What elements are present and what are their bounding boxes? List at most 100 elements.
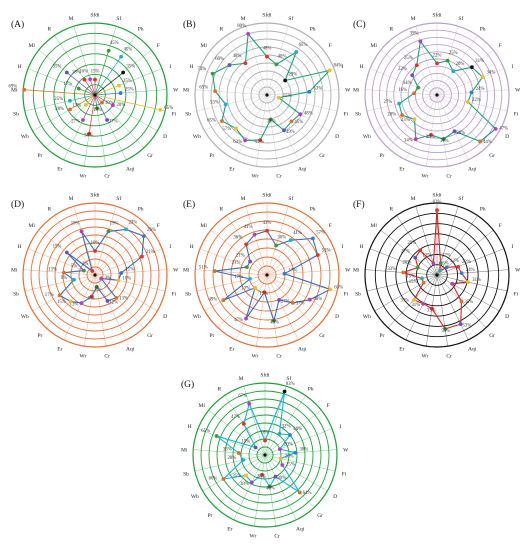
data-point [141,234,146,238]
category-label: Pr [209,333,214,339]
data-point [81,268,86,273]
grid-spoke [369,248,438,276]
data-label: 47% [231,415,240,420]
category-label: H [360,64,364,70]
data-label: 23% [401,118,410,123]
data-label: 13% [119,297,128,302]
data-label: 9% [61,276,67,281]
data-label: 27% [401,250,410,255]
series-line [214,230,332,323]
data-label: 41% [293,231,302,236]
data-point [274,62,279,67]
grid-spoke [369,68,438,96]
data-point [400,113,404,118]
category-label: F [499,43,502,49]
data-point [81,118,85,122]
data-point [268,117,273,122]
series-spoke [89,79,96,96]
category-label: Sfdi [262,12,272,19]
series-line [58,228,145,304]
data-point [277,431,282,436]
category-label: D [333,494,337,500]
category-label: Sb [355,292,361,298]
data-point [297,490,302,495]
data-point [289,119,294,124]
data-point [412,91,416,96]
category-label: R [48,27,52,33]
series-spoke [94,94,114,106]
category-label: R [390,27,394,33]
data-point [412,117,417,122]
category-label: Pr [209,153,214,159]
category-label: Cr [276,174,282,180]
data-point [258,138,263,142]
data-point [64,250,69,255]
data-point [293,450,298,455]
category-label: Sb [355,112,361,118]
data-point [480,75,485,80]
data-label: 31% [472,278,481,283]
category-label: H [18,64,22,70]
data-point [416,85,421,90]
data-point [430,306,434,311]
data-label: 20% [284,442,293,447]
category-label: Sb [185,112,191,118]
data-point [260,472,264,477]
category-label: Sf [116,15,121,22]
category-label: Pr [207,513,212,519]
data-point [93,77,97,82]
data-label: 31% [440,139,449,144]
category-label: F [499,223,502,229]
data-point [212,269,217,273]
data-point [64,70,69,75]
grid-spoke [196,94,268,112]
category-label: M [69,16,74,22]
grid-spoke [266,248,335,276]
category-label: I [339,424,341,430]
data-point [22,87,27,92]
center-point [93,93,97,97]
data-point [90,269,95,273]
data-label: 24% [476,87,485,92]
data-point [119,54,123,59]
radar-panel: Sfdi Sf Ph F I W Fi D Gr Aqi Cr Wr Er Pr Wb Sb Mi H Ml R M (C… [353,12,521,180]
data-label: 45% [270,321,279,326]
data-point [438,261,443,266]
category-label: D [335,314,339,320]
data-label: 15% [53,244,62,249]
grid-spoke [264,409,322,456]
data-point [244,473,248,478]
data-point [277,298,281,302]
data-label: 69% [8,84,17,89]
grid-spoke [436,94,500,132]
data-point [282,128,286,133]
grid-spoke [24,274,96,292]
grid-spoke [266,68,335,96]
data-label: 5% [94,287,100,292]
data-point [252,232,257,237]
data-label: 19% [71,222,80,227]
category-label: Cr [104,174,110,180]
data-point [445,58,450,63]
data-label: 3% [105,276,111,281]
series-spoke [66,72,96,96]
data-point [262,290,267,295]
data-point [459,299,464,304]
category-label: H [188,424,192,430]
data-label: 17% [242,286,251,291]
data-label: 17% [234,275,243,280]
data-point [79,229,84,234]
data-label: 22% [462,260,471,265]
data-label: 18% [72,71,81,76]
grid-spoke [387,94,438,148]
series-spoke [94,85,120,96]
grid-spoke [266,274,278,347]
grid-spoke [365,269,438,276]
data-label: 34% [486,70,495,75]
data-label: 60% [215,57,224,62]
panel-label: (D) [11,199,24,210]
grid-spoke [256,94,268,167]
data-point [88,77,93,82]
data-point [431,261,436,266]
series-spoke [69,94,96,102]
